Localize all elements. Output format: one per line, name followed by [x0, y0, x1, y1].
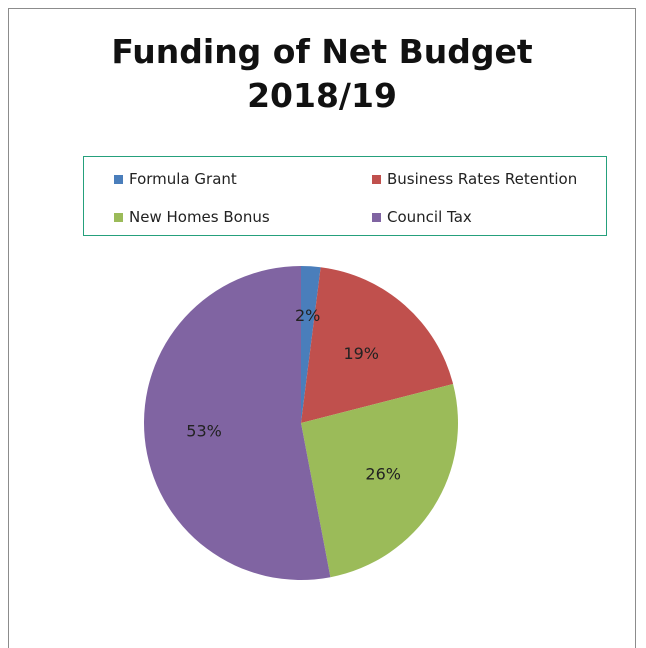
pie-label-council-tax: 53% — [186, 422, 222, 441]
pie-label-business-rates-retention: 19% — [343, 344, 379, 363]
pie-label-new-homes-bonus: 26% — [365, 465, 401, 484]
pie-label-formula-grant: 2% — [295, 306, 320, 325]
